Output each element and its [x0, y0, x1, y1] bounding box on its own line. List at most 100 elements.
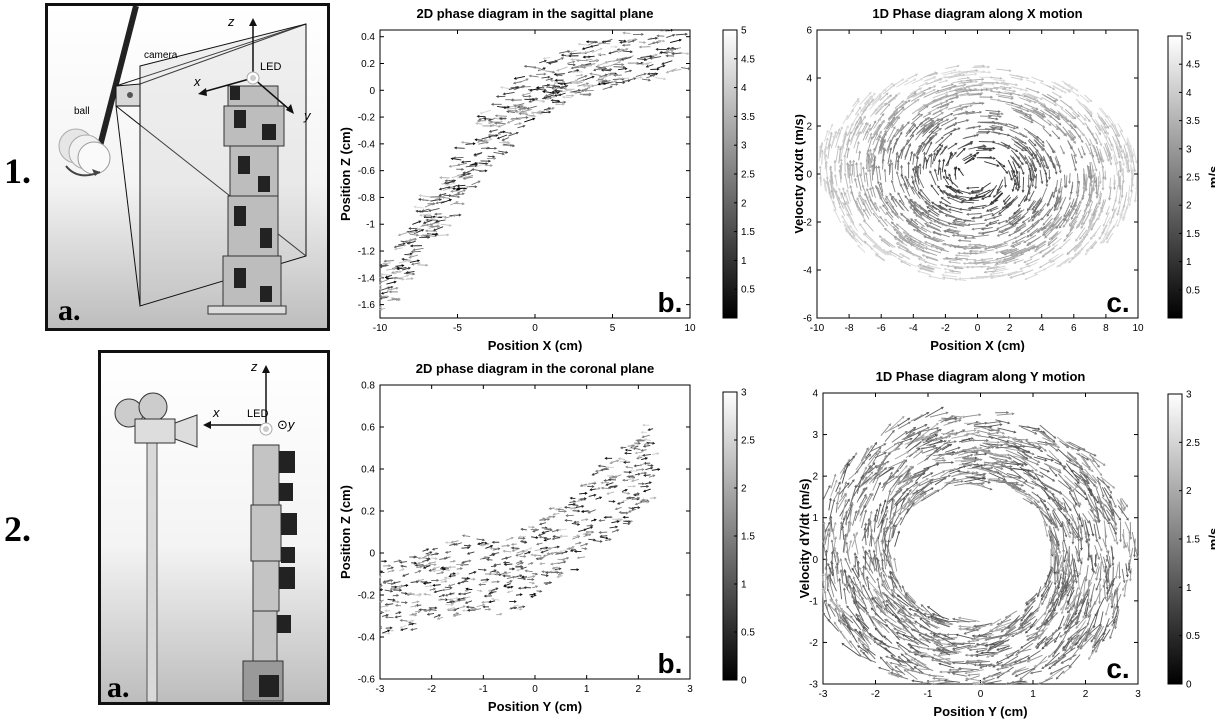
quiver-arrow	[896, 171, 902, 187]
quiver-arrow	[453, 612, 459, 616]
quiver-arrow	[917, 144, 922, 154]
y-axis-label: Position Z (cm)	[338, 127, 353, 221]
quiver-arrow	[1069, 123, 1081, 138]
quiver-arrowhead	[452, 572, 456, 576]
panel-letter: b.	[658, 287, 683, 318]
quiver-arrowhead	[466, 576, 470, 580]
quiver-arrowhead	[953, 123, 957, 127]
quiver-arrow	[838, 187, 843, 199]
quiver-arrowhead	[825, 176, 829, 180]
quiver-arrow	[617, 68, 627, 71]
quiver-arrow	[455, 542, 462, 546]
quiver-arrowhead	[655, 47, 659, 51]
quiver-arrow	[950, 127, 961, 133]
quiver-arrowhead	[1096, 205, 1100, 209]
quiver-arrowhead	[982, 262, 986, 266]
quiver-arrow	[1048, 230, 1059, 240]
quiver-arrowhead	[951, 264, 955, 268]
quiver-arrow	[1024, 245, 1036, 253]
quiver-arrow	[1023, 115, 1034, 122]
quiver-arrowhead	[1097, 158, 1100, 162]
quiver-arrowhead	[855, 162, 859, 166]
quiver-arrowhead	[646, 500, 650, 504]
quiver-arrowhead	[928, 275, 932, 278]
quiver-arrow	[946, 176, 959, 188]
quiver-arrowhead	[448, 223, 452, 227]
quiver-arrowhead	[502, 130, 506, 134]
quiver-arrow	[1099, 148, 1105, 162]
colorbar-tick-label: 3	[1186, 144, 1192, 155]
quiver-arrowhead	[881, 120, 884, 124]
quiver-arrow	[496, 613, 502, 616]
quiver-arrowhead	[632, 444, 636, 448]
quiver-arrowhead	[482, 538, 486, 542]
quiver-arrowhead	[1021, 249, 1025, 252]
quiver-arrowhead	[456, 163, 460, 167]
quiver-arrow	[1131, 154, 1136, 172]
quiver-arrowhead	[670, 28, 674, 32]
quiver-arrowhead	[1054, 189, 1058, 193]
quiver-arrowhead	[636, 456, 640, 460]
quiver-arrow	[854, 116, 862, 126]
quiver-arrow	[866, 136, 873, 154]
quiver-arrow	[1049, 256, 1059, 264]
quiver-arrow	[584, 526, 593, 530]
quiver-arrowhead	[580, 51, 585, 55]
quiver-arrow	[552, 537, 561, 540]
quiver-arrowhead	[379, 305, 383, 309]
quiver-arrowhead	[960, 79, 964, 83]
quiver-arrowhead	[1046, 203, 1050, 207]
quiver-arrow	[631, 478, 640, 482]
quiver-arrowhead	[922, 92, 926, 95]
quiver-arrow	[442, 196, 451, 199]
quiver-arrowhead	[532, 117, 536, 121]
quiver-arrow	[529, 87, 542, 92]
quiver-arrow	[445, 542, 453, 544]
quiver-arrow	[666, 68, 677, 74]
quiver-arrowhead	[1135, 187, 1138, 191]
quiver-arrowhead	[538, 522, 542, 526]
quiver-arrowhead	[399, 619, 403, 622]
quiver-arrowhead	[914, 207, 917, 210]
quiver-arrow	[1070, 181, 1074, 194]
quiver-arrowhead	[826, 129, 829, 133]
quiver-arrowhead	[431, 203, 435, 206]
quiver-arrow	[510, 606, 517, 609]
quiver-arrow	[423, 593, 431, 596]
quiver-arrowhead	[1125, 155, 1129, 159]
quiver-arrowhead	[909, 198, 913, 202]
quiver-arrow	[917, 244, 928, 250]
quiver-arrowhead	[912, 228, 916, 232]
quiver-arrow	[578, 79, 586, 83]
quiver-arrowhead	[965, 111, 969, 115]
quiver-arrow	[581, 518, 588, 521]
quiver-arrow	[917, 143, 926, 156]
quiver-arrow	[1059, 178, 1062, 194]
quiver-arrow	[846, 109, 854, 121]
quiver-arrowhead	[544, 94, 548, 97]
quiver-arrowhead	[506, 120, 510, 124]
quiver-arrowhead	[572, 60, 576, 64]
quiver-arrowhead	[402, 574, 406, 577]
quiver-arrow	[875, 102, 887, 116]
quiver-arrowhead	[441, 571, 445, 575]
quiver-arrowhead	[1008, 203, 1012, 207]
quiver-arrowhead	[943, 168, 947, 172]
quiver-arrowhead	[982, 193, 986, 197]
quiver-arrowhead	[552, 512, 556, 516]
quiver-arrowhead	[488, 159, 492, 163]
quiver-arrowhead	[965, 71, 969, 75]
quiver-arrow	[1019, 264, 1031, 270]
quiver-arrow	[482, 580, 488, 584]
quiver-arrowhead	[1048, 258, 1052, 262]
quiver-arrow	[540, 574, 549, 577]
quiver-arrow	[398, 259, 410, 264]
quiver-arrow	[490, 547, 498, 550]
quiver-arrow	[570, 507, 577, 510]
quiver-arrowhead	[426, 612, 430, 616]
quiver-arrowhead	[999, 115, 1003, 118]
quiver-arrowhead	[398, 559, 402, 563]
quiver-arrowhead	[1089, 183, 1093, 187]
quiver-arrowhead	[393, 247, 397, 251]
colorbar-tick-label: 0.5	[1186, 285, 1200, 296]
